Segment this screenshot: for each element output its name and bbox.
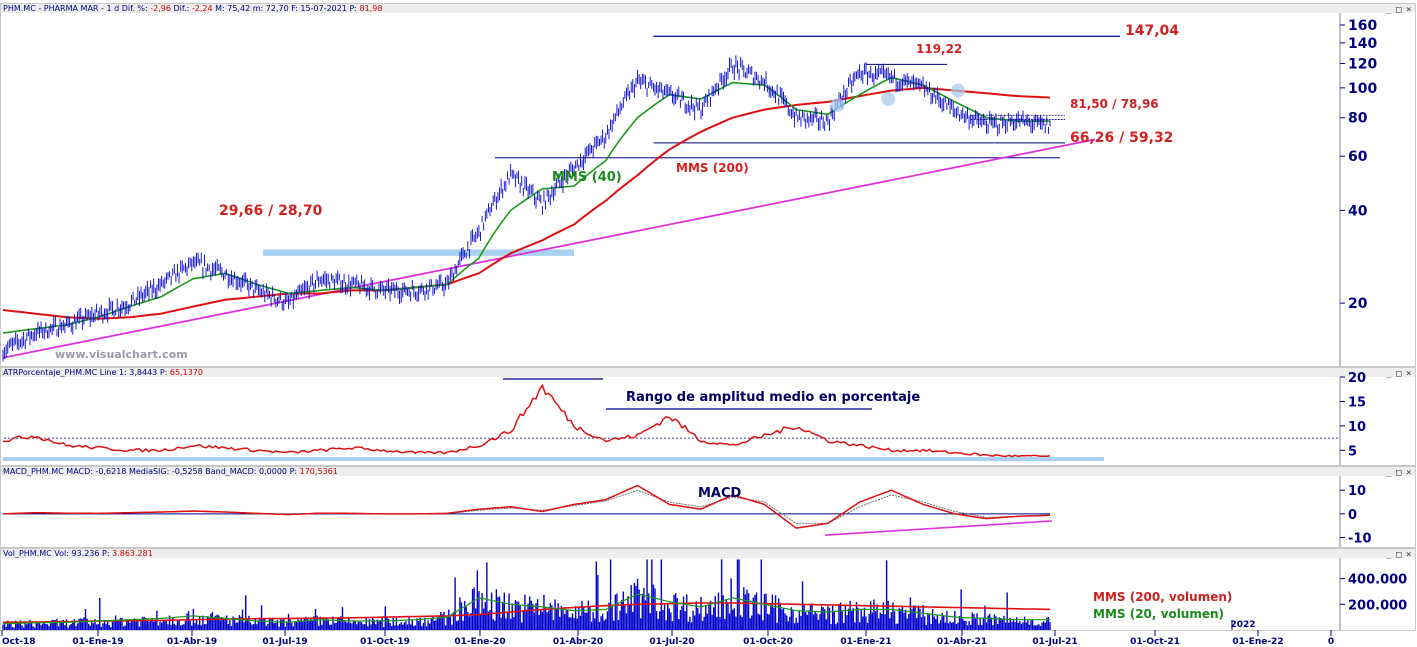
vol-close-icon: × (1406, 550, 1411, 560)
vol-mms200-label: MMS (200, volumen) (1093, 590, 1232, 604)
macd-header-text: MACD_PHM.MC MACD: -0,6218 MediaSIG: -0,5… (3, 467, 338, 476)
price-tick-label: 80 (1348, 111, 1368, 127)
vol-maximize-icon: □ (1396, 550, 1402, 560)
atr-minimize-icon: _ (1386, 369, 1392, 379)
x-tick-label: 01-Jul-21 (1032, 637, 1077, 647)
mms40-line (2, 76, 1050, 334)
resistance-label: 147,04 (1125, 23, 1179, 39)
macd-maximize-icon: □ (1396, 468, 1402, 478)
macd-minimize-icon: _ (1386, 468, 1392, 478)
atr-close-icon: × (1406, 369, 1411, 379)
atr-title: Rango de amplitud medio en porcentaje (626, 390, 920, 405)
macd-frame (0, 466, 1416, 548)
panel-headers: _ □ × _ □ × _ □ × _ □ × PHM.MC - PHARMA MAR - 1 d Di… (1, 4, 1415, 560)
price-tick-label: 120 (1348, 56, 1377, 72)
price-tick-label: 160 (1348, 18, 1377, 34)
x-tick-label: 01-Abr-21 (937, 637, 987, 647)
atr-tick-label: 10 (1348, 420, 1366, 435)
trendline (2, 138, 1096, 359)
x-tick-label: 01-Jul-19 (262, 637, 307, 647)
atr-base-band (3, 457, 1104, 462)
annotations: www.visualchart.com 147,04 119,22 81,50 … (55, 23, 1232, 621)
x-tick-label: 0 (1328, 637, 1334, 647)
x-tick-label: 01-Oct-19 (360, 637, 410, 647)
macd-tick-label: -10 (1348, 532, 1372, 547)
x-tick-label: 01-Abr-20 (553, 637, 603, 647)
x-tick-label: 01-Abr-19 (167, 637, 217, 647)
macd-tick-label: 10 (1348, 484, 1366, 499)
price-minimize-icon: _ (1386, 5, 1392, 15)
macd-title: MACD (698, 486, 742, 501)
atr-panel[interactable] (2, 378, 1339, 462)
x-tick-label: 01-Ene-21 (840, 637, 891, 647)
atr-tick-label: 20 (1348, 371, 1366, 386)
atr-line (2, 383, 1051, 458)
vol-tick-label: 400.000 (1348, 573, 1407, 588)
vol-frame (0, 548, 1416, 631)
price-tick-label: 100 (1348, 81, 1377, 97)
vol-header-text: Vol_PHM.MC Vol: 93.236 P: 3.863.281 (3, 549, 153, 558)
macd-signal-line (2, 489, 1051, 524)
range-top-label: 81,50 / 78,96 (1070, 97, 1159, 111)
price-close-icon: × (1406, 5, 1411, 15)
atr-frame (0, 367, 1416, 466)
x-tick-label: 01-Ene-22 (1232, 637, 1283, 647)
range-bottom-label: 66,26 / 59,32 (1070, 130, 1173, 146)
vol-mms20-line (2, 593, 1050, 625)
atr-header-text: ATRPorcentaje_PHM.MC Line 1: 3,8443 P: 6… (3, 368, 203, 377)
vol-minimize-icon: _ (1386, 550, 1392, 560)
panel-frames (0, 3, 1416, 631)
price-header-text: PHM.MC - PHARMA MAR - 1 d Dif. %: -2,96 … (3, 4, 382, 13)
atr-maximize-icon: □ (1396, 369, 1402, 379)
mms40-label: MMS (40) (552, 170, 622, 185)
x-year-label: 2022 (1230, 620, 1255, 630)
macd-line (2, 484, 1051, 529)
atr-header-bar (1, 368, 1415, 377)
highlight-circle (950, 83, 965, 98)
price-bars (2, 55, 1051, 362)
macd-panel[interactable] (2, 484, 1053, 536)
highlight-circle (881, 92, 896, 107)
x-tick-label: Oct-18 (2, 637, 36, 647)
price-tick-label: 140 (1348, 36, 1377, 52)
vol-mms20-label: MMS (20, volumen) (1093, 607, 1224, 621)
price-panel[interactable] (2, 35, 1120, 362)
watermark: www.visualchart.com (55, 348, 188, 361)
macd-header-bar (1, 467, 1415, 476)
volume-panel[interactable] (2, 559, 1051, 630)
macd-close-icon: × (1406, 468, 1411, 478)
vol-mms200-line (2, 602, 1051, 624)
vol-header-bar (1, 549, 1415, 558)
x-tick-label: 01-Oct-20 (743, 637, 793, 647)
macd-trendline (824, 520, 1053, 536)
mms200-line (2, 86, 1051, 320)
price-header-bar (1, 4, 1415, 13)
mms200-label: MMS (200) (676, 161, 749, 175)
support-2019-label: 29,66 / 28,70 (219, 203, 323, 219)
support-band (263, 249, 575, 256)
volume-bars (2, 559, 1051, 630)
price-maximize-icon: □ (1396, 5, 1402, 15)
price-frame (0, 3, 1416, 367)
x-tick-label: 01-Ene-20 (454, 637, 505, 647)
price-tick-label: 20 (1348, 296, 1368, 312)
axes: 160140120100806040202015105100-10400.000… (1, 18, 1407, 647)
peak-label: 119,22 (916, 42, 962, 56)
x-tick-label: 01-Oct-21 (1130, 637, 1180, 647)
atr-tick-label: 15 (1348, 395, 1366, 410)
vol-tick-label: 200.000 (1348, 598, 1407, 613)
price-tick-label: 60 (1348, 149, 1368, 165)
atr-tick-label: 5 (1348, 444, 1357, 459)
price-tick-label: 40 (1348, 203, 1368, 219)
x-tick-label: 01-Jul-20 (649, 637, 694, 647)
highlight-circle (830, 97, 845, 112)
x-tick-label: 01-Ene-19 (72, 637, 123, 647)
macd-tick-label: 0 (1348, 508, 1357, 523)
